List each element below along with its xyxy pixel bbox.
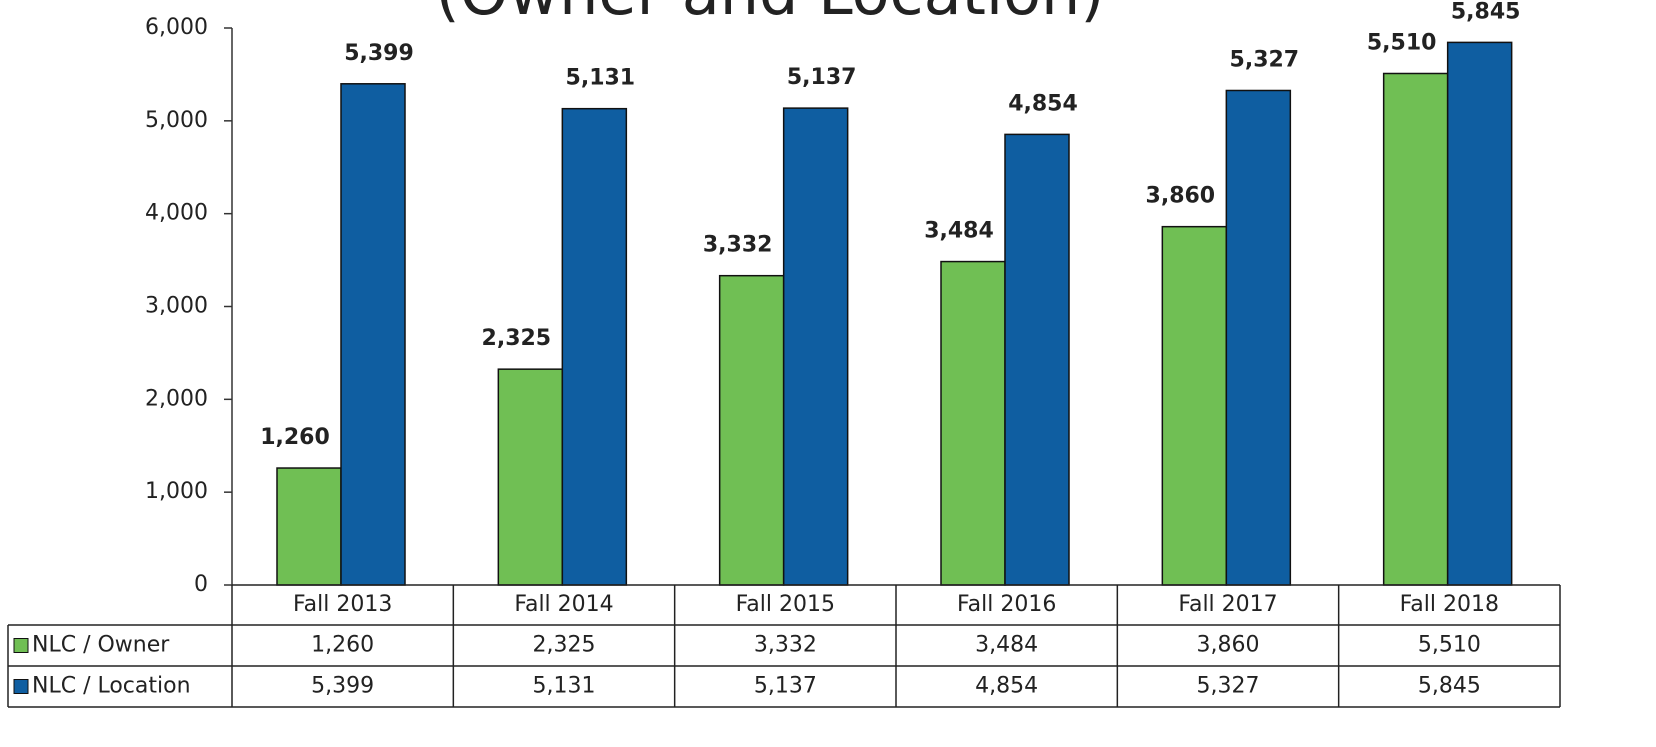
value-label: 3,860	[1146, 184, 1216, 209]
table-cell: 5,845	[1418, 674, 1481, 699]
y-tick-label: 0	[194, 572, 208, 597]
bar	[276, 467, 342, 586]
value-label: 3,484	[924, 219, 994, 244]
value-label: 5,399	[344, 41, 414, 66]
x-tick-label: Fall 2017	[1178, 592, 1277, 617]
table-cell: 5,131	[533, 674, 596, 699]
value-label: 2,325	[482, 326, 552, 351]
table-cell: 5,137	[754, 674, 817, 699]
table-cell: 4,854	[975, 674, 1038, 699]
value-label: 5,137	[787, 65, 857, 90]
bar	[940, 260, 1006, 586]
x-tick-label: Fall 2015	[736, 592, 835, 617]
value-label: 5,510	[1367, 30, 1437, 55]
bar	[1161, 225, 1228, 586]
table-cell: 3,332	[754, 633, 817, 658]
value-label: 1,260	[260, 425, 330, 450]
bar	[561, 107, 628, 586]
table-cell: 1,260	[311, 633, 374, 658]
bar	[1225, 89, 1292, 586]
x-tick-label: Fall 2013	[293, 592, 392, 617]
table-cell: 5,399	[311, 674, 374, 699]
table-cell: 2,325	[533, 633, 596, 658]
x-tick-label: Fall 2016	[957, 592, 1056, 617]
value-label: 3,332	[703, 233, 773, 258]
bar	[497, 368, 564, 586]
x-tick-label: Fall 2014	[514, 592, 613, 617]
y-tick-label: 1,000	[145, 479, 208, 504]
table-cell: 5,327	[1197, 674, 1260, 699]
x-tick-label: Fall 2018	[1400, 592, 1499, 617]
legend-label: NLC / Owner	[32, 633, 170, 658]
value-label: 5,131	[566, 66, 636, 91]
y-tick-label: 2,000	[145, 386, 208, 411]
legend-swatch	[13, 679, 29, 694]
bar	[1382, 72, 1449, 586]
table-cell: 3,860	[1197, 633, 1260, 658]
value-label: 5,845	[1451, 0, 1521, 24]
bar	[782, 107, 849, 586]
chart-title: (Owner and Location)	[435, 0, 1104, 29]
y-tick-label: 3,000	[145, 294, 208, 319]
y-tick-label: 6,000	[145, 15, 208, 40]
y-tick-label: 5,000	[145, 108, 208, 133]
table-cell: 3,484	[975, 633, 1038, 658]
y-tick-label: 4,000	[145, 201, 208, 226]
table-cell: 5,510	[1418, 633, 1481, 658]
value-label: 4,854	[1008, 91, 1078, 116]
bar	[340, 83, 406, 586]
legend-label: NLC / Location	[32, 674, 191, 699]
value-label: 5,327	[1230, 47, 1300, 72]
bar	[718, 274, 785, 586]
bar	[1446, 41, 1513, 586]
legend-swatch	[13, 638, 29, 653]
bar	[1004, 133, 1070, 586]
